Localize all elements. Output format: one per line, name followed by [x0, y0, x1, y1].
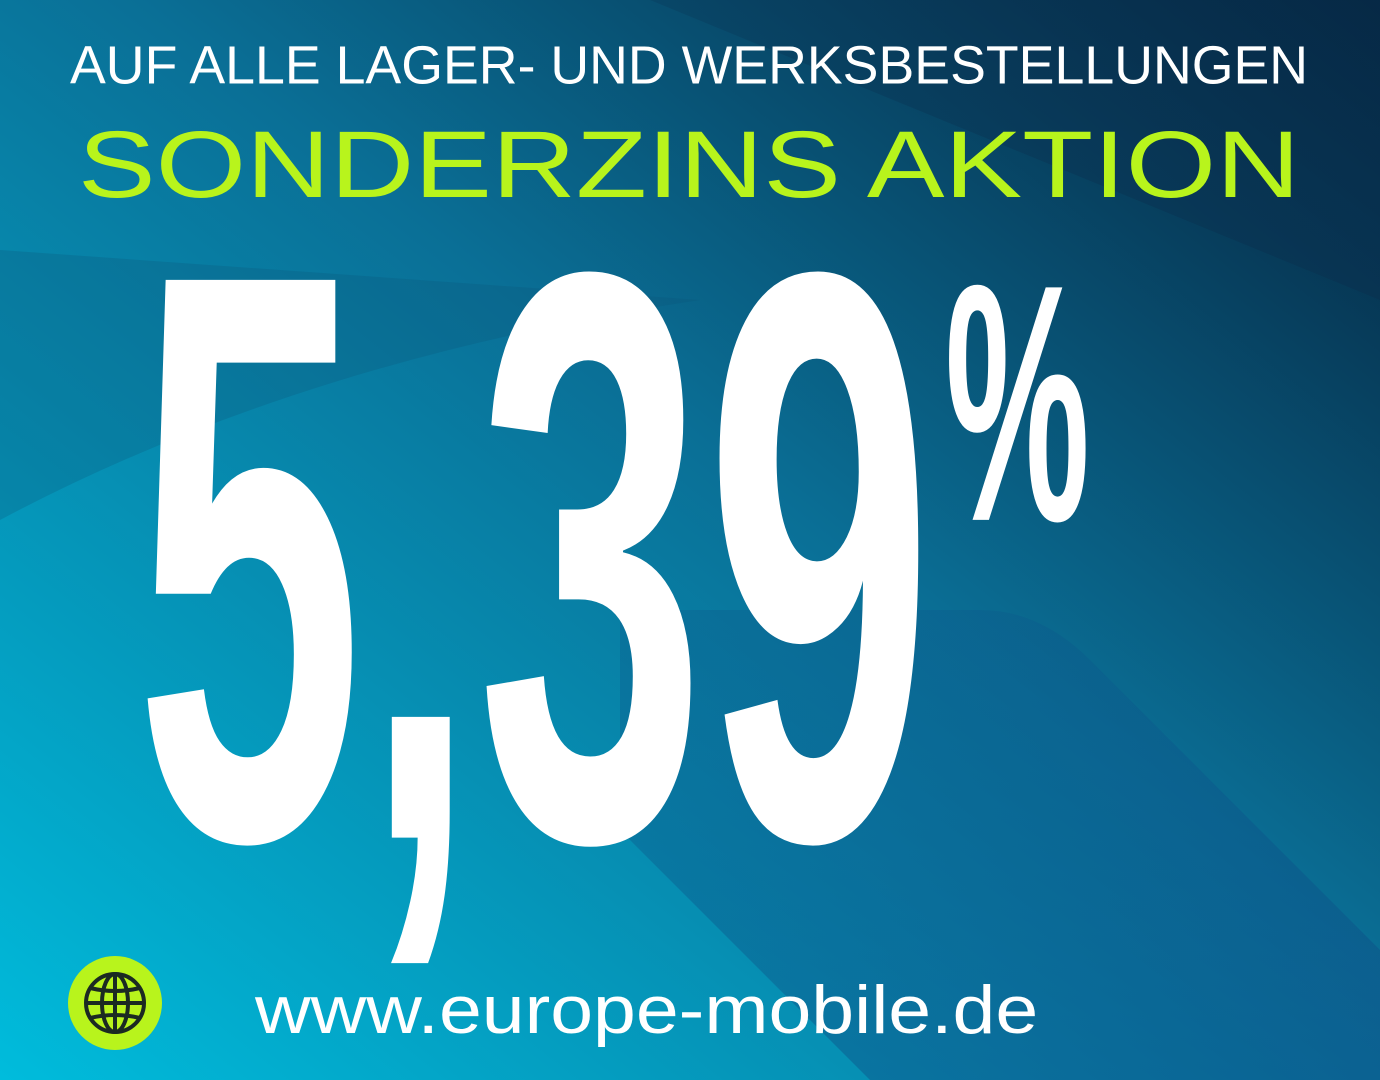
globe-icon: [68, 956, 162, 1050]
background-shape: [0, 250, 700, 520]
rate-unit: %: [945, 215, 1090, 595]
headline: SONDERZINS AKTION: [78, 112, 1301, 218]
rate-value: 5,39: [135, 107, 934, 1017]
website-link[interactable]: www.europe-mobile.de: [255, 972, 1039, 1048]
background-shape: [620, 610, 1380, 1080]
top-line: AUF ALLE LAGER- UND WERKSBESTELLUNGEN: [70, 34, 1309, 96]
background-shape: [0, 0, 1380, 300]
